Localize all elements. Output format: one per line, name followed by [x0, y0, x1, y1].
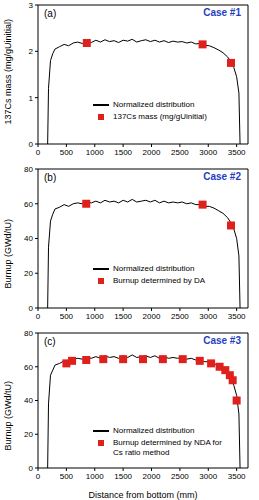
svg-text:500: 500: [60, 312, 74, 321]
svg-text:Burnup (GWd/tU): Burnup (GWd/tU): [8, 219, 13, 289]
svg-text:3000: 3000: [199, 472, 217, 481]
svg-text:500: 500: [60, 148, 74, 157]
svg-text:Distance from bottom (mm): Distance from bottom (mm): [88, 490, 197, 500]
svg-text:3000: 3000: [199, 148, 217, 157]
svg-text:0: 0: [36, 148, 41, 157]
svg-text:60: 60: [24, 363, 33, 372]
svg-text:40: 40: [24, 234, 33, 243]
html-text:(c): (c): [44, 336, 56, 347]
html-text:Case #2: Case #2: [203, 171, 241, 182]
svg-text:2000: 2000: [143, 148, 161, 157]
svg-text:0: 0: [36, 312, 41, 321]
svg-text:40: 40: [24, 396, 33, 405]
html-text:Case #3: Case #3: [203, 335, 241, 346]
svg-text:3000: 3000: [199, 312, 217, 321]
svg-text:2500: 2500: [171, 312, 189, 321]
svg-text:60: 60: [24, 200, 33, 209]
html-text:(a): (a): [44, 8, 57, 19]
svg-text:20: 20: [24, 269, 33, 278]
svg-text:3: 3: [29, 1, 34, 10]
svg-text:0: 0: [29, 304, 34, 313]
svg-text:3500: 3500: [228, 472, 246, 481]
html-text:Normalized distribution: Normalized distribution: [113, 100, 195, 109]
html-text:Burnup determined by DA: Burnup determined by DA: [113, 276, 206, 285]
svg-text:2: 2: [29, 47, 34, 56]
svg-text:500: 500: [60, 472, 74, 481]
svg-text:Burnup (GWd/tU): Burnup (GWd/tU): [8, 381, 13, 451]
svg-text:0: 0: [29, 464, 34, 473]
svg-text:1500: 1500: [114, 312, 132, 321]
svg-text:2000: 2000: [143, 472, 161, 481]
svg-text:0: 0: [29, 140, 34, 149]
svg-text:80: 80: [24, 165, 33, 174]
svg-text:1000: 1000: [86, 312, 104, 321]
html-text:(b): (b): [44, 172, 57, 183]
html-text:Normalized distribution: Normalized distribution: [113, 426, 195, 435]
svg-text:137Cs mass (mg/gUinitial): 137Cs mass (mg/gUinitial): [8, 19, 13, 125]
svg-text:1000: 1000: [86, 148, 104, 157]
html-text:Normalized distribution: Normalized distribution: [113, 264, 195, 273]
svg-text:20: 20: [24, 430, 33, 439]
svg-text:1500: 1500: [114, 148, 132, 157]
html-text:Case #1: Case #1: [203, 7, 241, 18]
svg-text:80: 80: [24, 329, 33, 338]
svg-text:1500: 1500: [114, 472, 132, 481]
svg-text:2500: 2500: [171, 472, 189, 481]
svg-text:2000: 2000: [143, 312, 161, 321]
html-text:Burnup determined by NDA for C: Burnup determined by NDA for Cs ratio me…: [113, 438, 222, 457]
svg-text:1000: 1000: [86, 472, 104, 481]
html-text:137Cs mass (mg/gUinitial): 137Cs mass (mg/gUinitial): [113, 112, 207, 121]
svg-text:3500: 3500: [228, 312, 246, 321]
svg-text:2500: 2500: [171, 148, 189, 157]
svg-text:1: 1: [29, 94, 34, 103]
svg-text:0: 0: [36, 472, 41, 481]
svg-text:3500: 3500: [228, 148, 246, 157]
